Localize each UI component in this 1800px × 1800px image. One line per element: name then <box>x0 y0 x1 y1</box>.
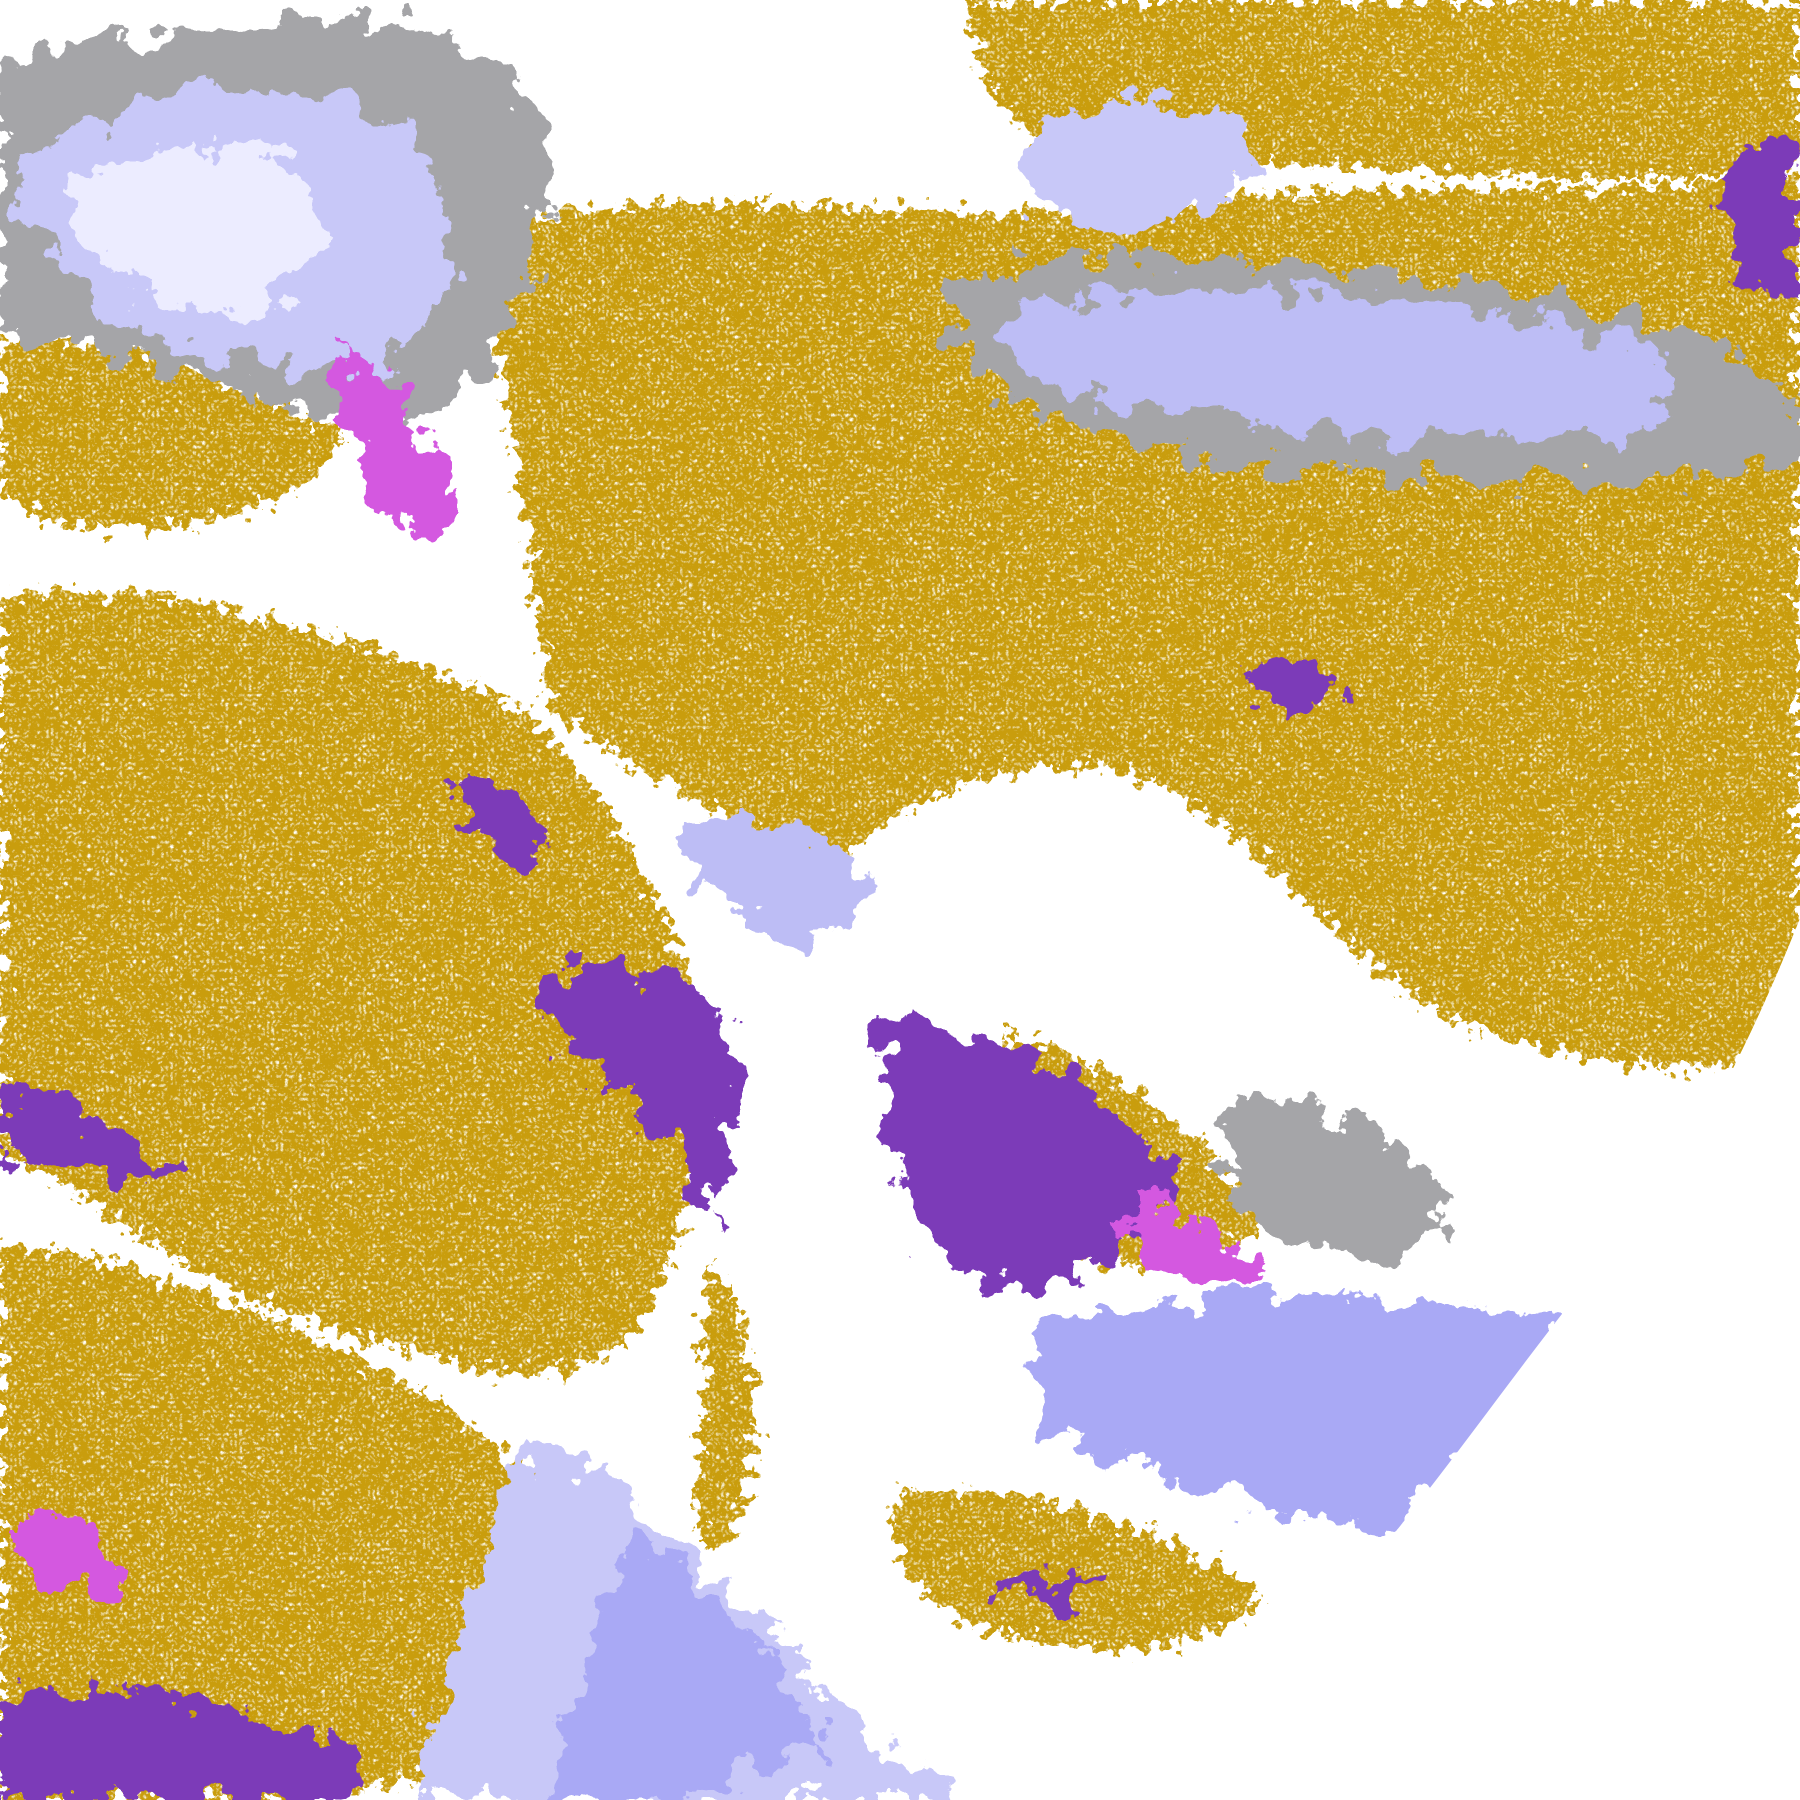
high-cloud-layer <box>0 20 1800 1800</box>
purple-cloud-layer <box>0 148 1800 1800</box>
space-outside-earth <box>1079 918 1800 1800</box>
